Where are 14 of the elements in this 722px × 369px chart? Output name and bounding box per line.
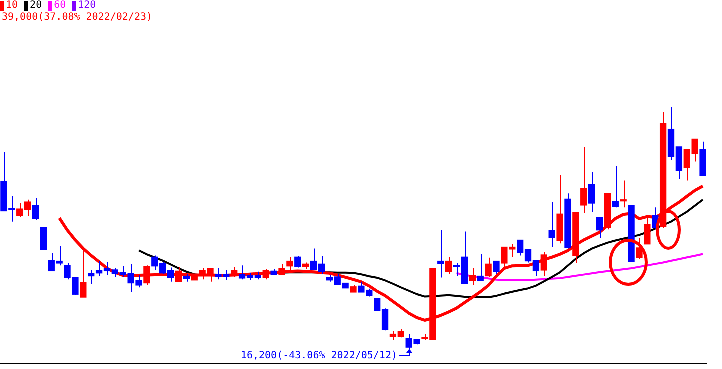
legend-label: 20 xyxy=(30,0,42,12)
legend-label: 120 xyxy=(78,0,96,12)
text: 39,000(37.08% 2022/02/23) xyxy=(2,12,153,24)
candlestick xyxy=(556,174,564,244)
candlestick xyxy=(278,264,286,276)
candlestick xyxy=(700,141,706,176)
legend-label: 10 xyxy=(6,0,18,12)
legend-label: 60 xyxy=(54,0,66,12)
candlestick xyxy=(144,265,150,286)
candlestick xyxy=(644,216,651,245)
candlestick xyxy=(564,193,572,250)
text: 16,200(-43.06% 2022/05/12) xyxy=(240,350,398,362)
candlestick xyxy=(572,212,580,264)
candlestick xyxy=(350,284,357,293)
